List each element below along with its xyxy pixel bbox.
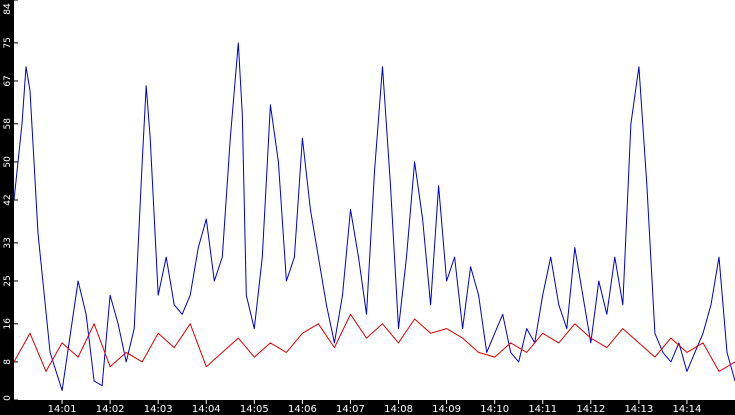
x-tick-label: 14:02 (96, 404, 125, 415)
y-tick-label: 50 (3, 156, 13, 168)
x-tick-label: 14:06 (288, 404, 317, 415)
x-tick-label: 14:01 (48, 404, 77, 415)
x-tick-label: 14:09 (432, 404, 461, 415)
y-axis-band (0, 0, 14, 415)
y-axis-ticks: 0 8 16 25 33 42 50 58 67 75 84 (3, 0, 18, 401)
series-line-2 (13, 313, 735, 372)
x-tick-label: 14:03 (144, 404, 173, 415)
x-tick-label: 14:07 (336, 404, 365, 415)
x-tick-label: 14:10 (480, 404, 509, 415)
y-tick-label: 8 (3, 359, 13, 365)
y-tick-label: 42 (3, 194, 13, 205)
x-tick-label: 14:12 (576, 404, 605, 415)
y-tick-label: 67 (3, 75, 13, 86)
series-line-1 (13, 42, 735, 391)
y-tick-label: 25 (3, 275, 13, 286)
series-lines (13, 42, 735, 391)
x-axis-band (0, 400, 735, 415)
y-tick-label: 84 (3, 3, 13, 15)
x-axis-ticks: 14:01 14:02 14:03 14:04 14:05 14:06 14:07 14:08… (48, 400, 702, 415)
y-tick-label: 16 (3, 318, 13, 330)
y-tick-label: 33 (3, 237, 13, 248)
x-tick-label: 14:04 (192, 404, 221, 415)
x-tick-label: 14:13 (624, 404, 653, 415)
y-tick-label: 75 (3, 37, 13, 48)
y-tick-label: 0 (3, 395, 13, 401)
x-tick-label: 14:05 (240, 404, 269, 415)
x-tick-label: 14:08 (384, 404, 413, 415)
x-tick-label: 14:14 (673, 404, 702, 415)
y-tick-label: 58 (3, 118, 13, 130)
x-tick-label: 14:11 (528, 404, 557, 415)
